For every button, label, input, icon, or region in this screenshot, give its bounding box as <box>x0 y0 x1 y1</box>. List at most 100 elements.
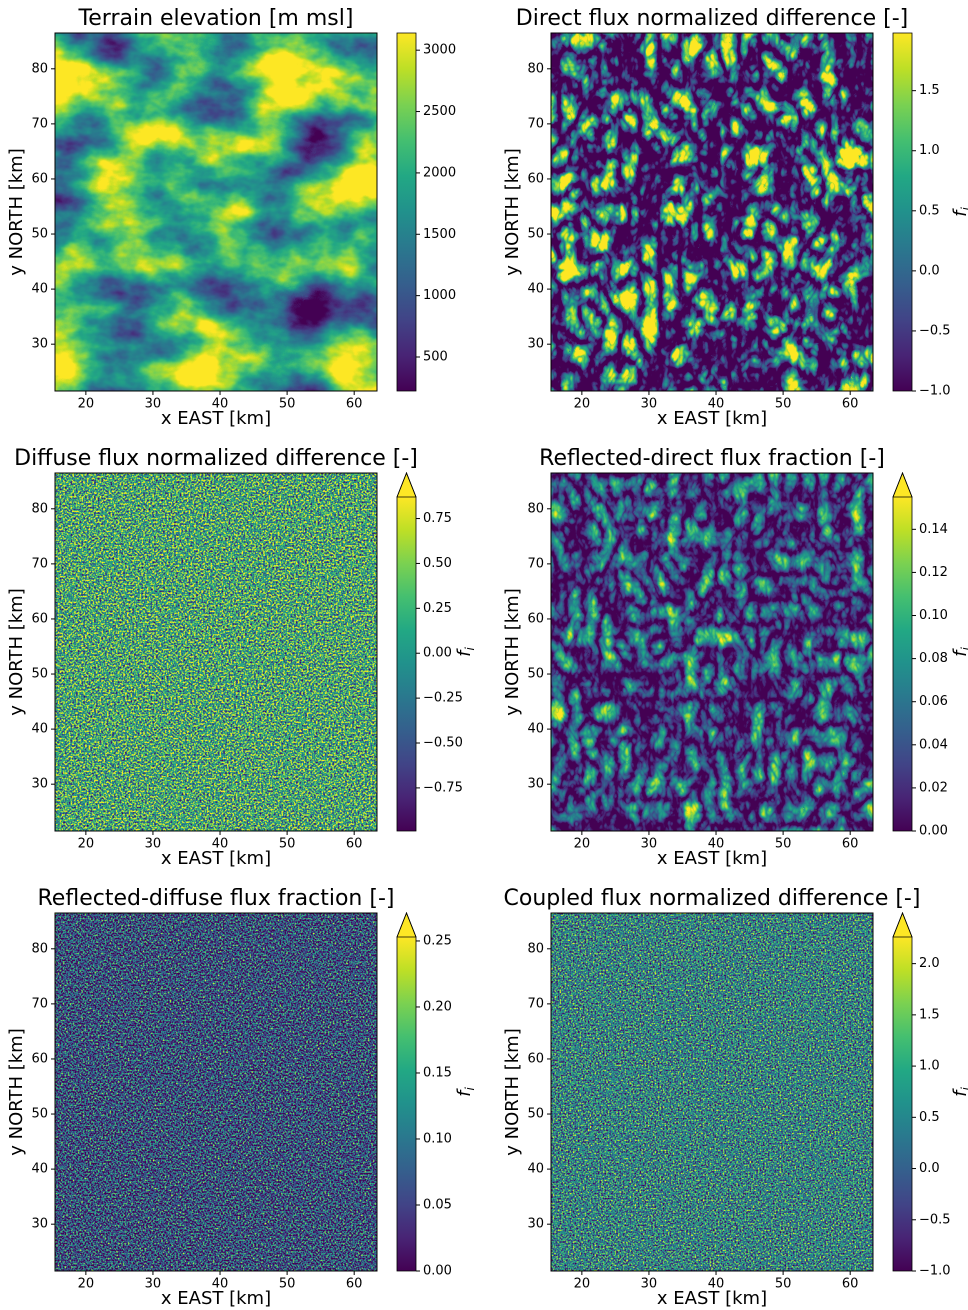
colorbar <box>893 937 912 1271</box>
colorbar-tick-label: 0.75 <box>423 511 452 526</box>
x-tick-label: 40 <box>212 397 229 412</box>
y-axis-label: y NORTH [km] <box>6 1028 27 1155</box>
colorbar-tick-label: 0.50 <box>423 556 452 571</box>
y-tick-label: 50 <box>527 1107 544 1122</box>
y-tick-label: 60 <box>31 1051 48 1066</box>
y-tick-label: 50 <box>527 667 544 682</box>
x-axis-label: x EAST [km] <box>657 1288 767 1309</box>
y-axis-label: y NORTH [km] <box>6 588 27 715</box>
colorbar-frame <box>396 471 417 832</box>
x-tick-label: 20 <box>574 837 591 852</box>
colorbar-tick-label: 0.00 <box>919 824 948 839</box>
colorbar-tick-label: 0.08 <box>919 651 948 666</box>
colorbar-tick-label: 0.10 <box>423 1131 452 1146</box>
x-tick-label: 60 <box>842 1277 859 1292</box>
y-tick-label: 50 <box>31 227 48 242</box>
colorbar-tick-label: −0.50 <box>423 736 463 751</box>
colorbar-tick-label: −1.0 <box>919 384 951 399</box>
x-axis-label: x EAST [km] <box>657 848 767 869</box>
heatmap-image <box>55 33 377 391</box>
colorbar-tick-label: 0.25 <box>423 601 452 616</box>
y-tick-label: 50 <box>31 667 48 682</box>
y-tick-label: 40 <box>31 282 48 297</box>
colorbar-label-base: f <box>950 208 968 217</box>
colorbar-frame <box>396 32 417 392</box>
colorbar-label-base: f <box>454 1088 475 1097</box>
y-tick-label: 30 <box>31 337 48 352</box>
y-tick-label: 30 <box>31 1217 48 1232</box>
colorbar-tick-label: 1.5 <box>919 1007 940 1022</box>
x-tick-label: 60 <box>842 397 859 412</box>
colorbar-tick-label: 0.20 <box>423 999 452 1014</box>
x-tick-label: 50 <box>775 837 792 852</box>
y-tick-label: 50 <box>527 227 544 242</box>
colorbar-tick-label: 0.15 <box>423 1065 452 1080</box>
colorbar-tick-label: 2000 <box>423 165 456 180</box>
x-tick-label: 40 <box>708 1277 725 1292</box>
plot-frame <box>54 912 378 1272</box>
x-tick-label: 50 <box>775 1277 792 1292</box>
colorbar-label-base: f <box>950 648 968 657</box>
colorbar-extend <box>396 911 417 938</box>
heatmap-image <box>551 913 873 1271</box>
x-tick-label: 50 <box>279 397 296 412</box>
x-tick-label: 50 <box>775 397 792 412</box>
colorbar-tick-label: 1000 <box>423 288 456 303</box>
y-tick-label: 40 <box>31 722 48 737</box>
heatmap-image <box>55 473 377 831</box>
y-tick-label: 80 <box>31 941 48 956</box>
y-tick-label: 60 <box>31 611 48 626</box>
x-tick-label: 20 <box>78 397 95 412</box>
panel-title: Reflected-diffuse flux fraction [-] <box>38 886 395 911</box>
heatmap-image <box>551 33 873 391</box>
colorbar-tick-label: 0.02 <box>919 780 948 795</box>
colorbar-tick-label: 0.12 <box>919 565 948 580</box>
y-tick-label: 30 <box>527 337 544 352</box>
x-tick-label: 30 <box>145 1277 162 1292</box>
x-tick-label: 30 <box>641 1277 658 1292</box>
colorbar <box>397 33 416 391</box>
colorbar-extend <box>892 911 913 938</box>
colorbar-tick-label: 2500 <box>423 104 456 119</box>
plot-frame <box>550 472 874 832</box>
x-tick-label: 20 <box>574 397 591 412</box>
heatmap-image <box>55 913 377 1271</box>
colorbar <box>397 497 416 831</box>
x-tick-label: 40 <box>212 1277 229 1292</box>
colorbar-label: fi <box>454 1087 477 1097</box>
colorbar-label-sub: i <box>959 207 968 211</box>
colorbar-extend <box>396 471 417 498</box>
y-tick-label: 50 <box>31 1107 48 1122</box>
colorbar-frame <box>396 911 417 1272</box>
x-axis-label: x EAST [km] <box>161 848 271 869</box>
colorbar-tick-label: 0.25 <box>423 933 452 948</box>
y-tick-label: 70 <box>527 116 544 131</box>
y-tick-label: 70 <box>527 996 544 1011</box>
plot-frame <box>54 32 378 392</box>
x-axis-label: x EAST [km] <box>657 408 767 429</box>
colorbar-tick-label: 0.0 <box>919 263 940 278</box>
colorbar-tick-label: −0.5 <box>919 323 951 338</box>
panel-title: Direct flux normalized difference [-] <box>516 6 908 31</box>
colorbar-tick-label: 0.5 <box>919 203 940 218</box>
colorbar-tick-label: −0.75 <box>423 780 463 795</box>
x-tick-label: 40 <box>212 837 229 852</box>
colorbar-tick-label: 1500 <box>423 227 456 242</box>
y-tick-label: 40 <box>527 722 544 737</box>
x-axis-label: x EAST [km] <box>161 1288 271 1309</box>
y-axis-label: y NORTH [km] <box>502 588 523 715</box>
y-tick-label: 30 <box>527 1217 544 1232</box>
colorbar-tick-label: −0.5 <box>919 1212 951 1227</box>
colorbar-tick-label: −1.0 <box>919 1264 951 1279</box>
heatmap-image <box>551 473 873 831</box>
colorbar-tick-label: 500 <box>423 350 448 365</box>
colorbar-tick-label: 1.5 <box>919 83 940 98</box>
colorbar-label-sub: i <box>959 1087 968 1091</box>
x-tick-label: 20 <box>78 1277 95 1292</box>
y-tick-label: 60 <box>31 171 48 186</box>
colorbar-tick-label: 1.0 <box>919 143 940 158</box>
y-tick-label: 70 <box>31 556 48 571</box>
colorbar-label-base: f <box>950 1088 968 1097</box>
panel-title: Coupled flux normalized difference [-] <box>504 886 921 911</box>
